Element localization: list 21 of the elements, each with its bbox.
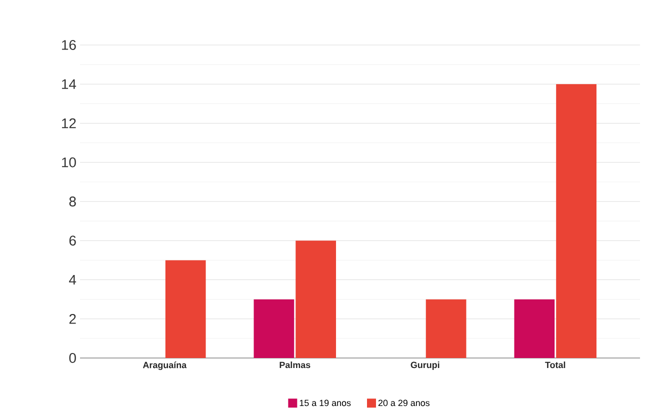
legend-label: 15 a 19 anos xyxy=(300,400,351,406)
legend-label: 20 a 29 anos xyxy=(378,400,430,406)
x-tick-label: Araguaína xyxy=(142,362,187,370)
y-tick-label: 2 xyxy=(69,314,76,324)
x-tick-label: Palmas xyxy=(280,362,310,368)
bar xyxy=(514,299,555,358)
y-tick-label: 4 xyxy=(69,274,76,285)
bar xyxy=(254,299,294,358)
bar xyxy=(426,299,466,358)
y-tick-label: 8 xyxy=(69,196,76,206)
x-tick-label: Gurupi xyxy=(410,362,440,370)
y-tick-label: 14 xyxy=(62,79,76,89)
bar xyxy=(556,84,596,358)
y-tick-label: 16 xyxy=(62,40,76,50)
bar xyxy=(165,260,206,358)
y-tick-label: 10 xyxy=(62,157,76,168)
y-tick-label: 12 xyxy=(62,118,76,128)
x-tick-label: Total xyxy=(545,362,566,368)
y-tick-label: 0 xyxy=(69,353,76,363)
y-tick-label: 6 xyxy=(69,236,76,246)
bar xyxy=(296,240,336,358)
